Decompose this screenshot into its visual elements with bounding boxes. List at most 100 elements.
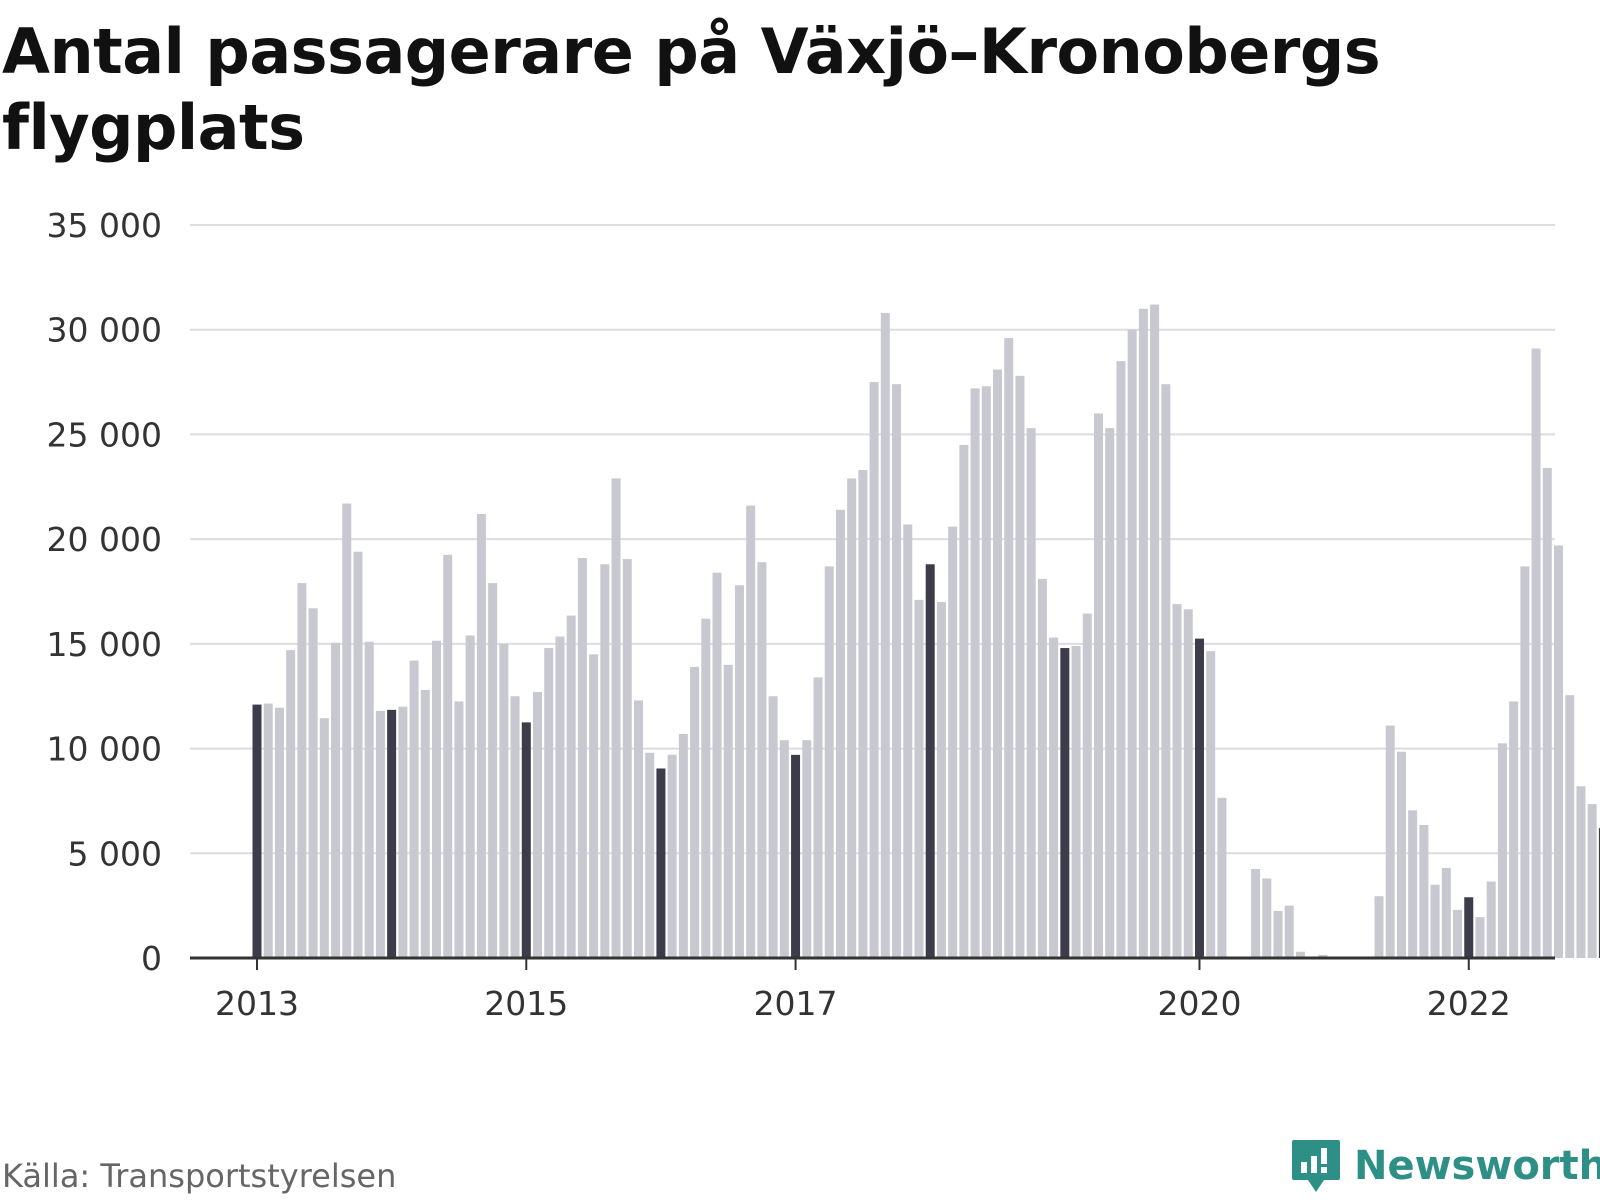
bar — [533, 692, 542, 958]
brand-name: Newsworthy — [1354, 1143, 1600, 1189]
bar — [936, 601, 946, 958]
bar — [331, 642, 341, 958]
bar — [1060, 648, 1070, 958]
y-tick-label: 25 000 — [47, 415, 162, 454]
bar — [353, 551, 363, 958]
bar — [1071, 645, 1081, 958]
bar — [1194, 638, 1204, 958]
bar — [443, 554, 453, 958]
bar — [712, 572, 722, 958]
bar — [286, 650, 296, 958]
bar — [1374, 896, 1384, 958]
bar — [1273, 910, 1283, 958]
bar — [858, 470, 868, 958]
bar — [1026, 428, 1036, 958]
bar — [499, 643, 509, 958]
bar — [1161, 384, 1171, 958]
bar — [1464, 897, 1474, 958]
bar — [1554, 545, 1564, 958]
x-tick-label: 2013 — [215, 984, 299, 1023]
bar — [1116, 361, 1126, 958]
bar — [252, 704, 262, 958]
bar — [521, 722, 531, 958]
bar — [1576, 786, 1586, 958]
bar — [1082, 613, 1092, 958]
bar — [1520, 566, 1530, 958]
bar — [847, 478, 857, 958]
bar — [488, 583, 498, 958]
bar — [510, 696, 520, 958]
bar — [432, 640, 442, 958]
y-tick-label: 20 000 — [47, 520, 162, 559]
bar — [1251, 868, 1261, 958]
bar — [1430, 884, 1440, 958]
bar — [959, 444, 969, 958]
bar — [1262, 878, 1272, 958]
bar — [779, 740, 789, 958]
bar — [1150, 304, 1160, 959]
bar — [757, 562, 767, 958]
bar — [633, 700, 643, 958]
bar — [1531, 348, 1541, 958]
x-tick-label: 2020 — [1157, 984, 1241, 1023]
bar — [1217, 797, 1227, 958]
bar — [1318, 954, 1328, 958]
bar — [734, 585, 744, 958]
bar — [1138, 308, 1148, 958]
y-tick-label: 30 000 — [47, 311, 162, 350]
bar — [925, 564, 935, 958]
bar — [880, 312, 890, 959]
bar — [970, 388, 980, 959]
bar — [297, 583, 307, 958]
bar — [1037, 578, 1047, 958]
bar — [903, 524, 913, 958]
x-tick-label: 2017 — [754, 984, 838, 1023]
bar — [274, 707, 284, 958]
bar — [1172, 604, 1182, 958]
bar — [1004, 338, 1014, 959]
bar — [1385, 725, 1395, 958]
bar — [342, 503, 352, 958]
bar — [723, 664, 733, 958]
source-note: Källa: Transportstyrelsen — [2, 1157, 397, 1195]
bar — [824, 566, 834, 958]
x-tick-label: 2022 — [1427, 984, 1511, 1023]
bar — [1284, 905, 1294, 958]
bar — [768, 696, 778, 958]
bar — [835, 509, 845, 958]
bar — [319, 718, 329, 958]
labels: 0 5 000 10 000 15 000 20 000 25 000 30 000 35 0… — [47, 206, 1511, 1023]
bar — [600, 564, 610, 958]
bar — [387, 709, 397, 958]
bar — [308, 608, 318, 958]
bar — [1396, 751, 1406, 958]
bar — [869, 382, 879, 958]
bar — [555, 636, 565, 958]
bar — [364, 641, 374, 958]
bar — [1105, 428, 1115, 958]
bar — [263, 703, 273, 958]
bar — [981, 386, 991, 958]
bar — [645, 752, 655, 958]
bar — [1419, 825, 1429, 958]
bar — [544, 648, 554, 958]
bar — [589, 654, 599, 958]
bar — [409, 660, 419, 958]
bar — [802, 740, 812, 958]
bar — [1497, 743, 1507, 958]
bar — [1509, 701, 1519, 958]
bar — [656, 768, 666, 958]
bar — [1408, 810, 1418, 958]
bar — [622, 559, 632, 958]
bar-chart: 0 5 000 10 000 15 000 20 000 25 000 30 000 35 0… — [47, 206, 1600, 1023]
bar — [476, 514, 486, 958]
bars — [252, 304, 1600, 959]
bar — [1049, 637, 1059, 958]
bar — [577, 557, 587, 958]
bar — [454, 701, 464, 958]
y-tick-label: 0 — [141, 939, 162, 978]
bar — [813, 677, 823, 958]
bar — [993, 369, 1003, 958]
bar — [667, 754, 677, 958]
bar — [1486, 881, 1496, 958]
